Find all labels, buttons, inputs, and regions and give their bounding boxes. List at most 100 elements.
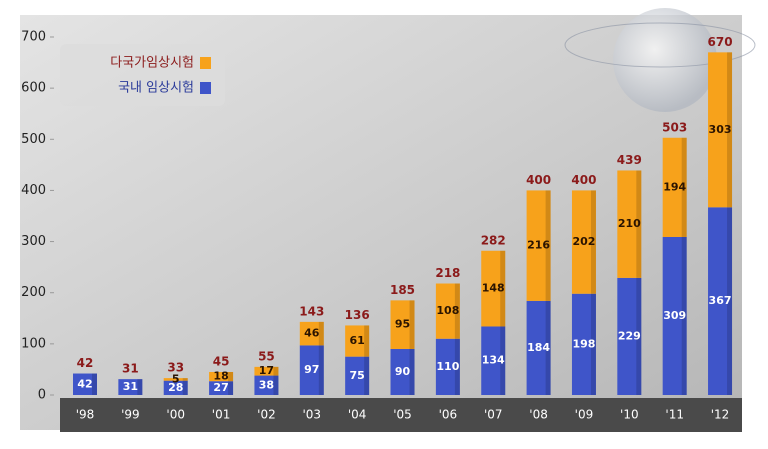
y-tick-label: 600 <box>21 81 46 96</box>
y-tick-label: 300 <box>21 234 46 249</box>
value-label: 309 <box>663 309 686 322</box>
bar-shade <box>228 381 234 395</box>
total-label: 400 <box>571 173 596 187</box>
value-label: 75 <box>350 369 365 382</box>
globe-decoration <box>613 8 717 112</box>
value-label: 31 <box>123 380 138 393</box>
x-tick-label: '06 <box>439 408 458 422</box>
bar-segment <box>390 348 415 395</box>
y-tick-label: 500 <box>21 132 46 147</box>
x-tick-label: '02 <box>257 408 276 422</box>
bar-shade <box>545 300 551 395</box>
x-tick-label: '08 <box>529 408 548 422</box>
total-label: 55 <box>258 349 275 363</box>
value-label: 198 <box>572 337 595 350</box>
x-tick-label: '09 <box>575 408 594 422</box>
legend-box <box>60 44 225 106</box>
value-label: 148 <box>482 282 505 295</box>
bar-shade <box>590 190 596 294</box>
bar-shade <box>273 366 279 376</box>
bar-shade <box>364 325 370 357</box>
value-label: 61 <box>350 334 365 347</box>
bar-shade <box>681 137 687 237</box>
total-label: 282 <box>481 233 506 247</box>
value-label: 17 <box>259 364 274 377</box>
bar-segment <box>617 277 642 395</box>
bar-segment <box>708 52 733 208</box>
bar-segment <box>254 366 279 376</box>
value-label: 303 <box>709 123 732 136</box>
x-tick-label: '03 <box>303 408 322 422</box>
total-label: 136 <box>345 308 370 322</box>
value-label: 95 <box>395 318 410 331</box>
legend-label: 다국가임상시험 <box>110 56 194 71</box>
bar-segment <box>435 283 460 339</box>
value-label: 97 <box>304 363 319 376</box>
x-tick-label: '12 <box>711 408 730 422</box>
bar-shade <box>137 379 143 395</box>
value-label: 210 <box>618 217 641 230</box>
bar-shade <box>636 170 642 278</box>
total-label: 42 <box>77 356 94 370</box>
bar-segment <box>209 371 234 382</box>
legend-label: 국내 임상시험 <box>118 81 194 96</box>
total-label: 31 <box>122 362 139 376</box>
value-label: 18 <box>213 370 228 383</box>
bar-segment <box>163 380 188 395</box>
value-label: 184 <box>527 341 550 354</box>
value-label: 42 <box>77 377 92 390</box>
bar-segment <box>254 375 279 395</box>
bar-shade <box>590 293 596 395</box>
y-tick-label: 700 <box>21 30 46 45</box>
x-tick-label: '04 <box>348 408 367 422</box>
value-label: 216 <box>527 239 550 252</box>
bar-shade <box>318 345 324 395</box>
bar-segment <box>526 190 551 301</box>
category-band <box>60 398 742 432</box>
total-label: 185 <box>390 283 415 297</box>
x-tick-label: '01 <box>212 408 231 422</box>
value-label: 108 <box>436 304 459 317</box>
bar-segment <box>163 378 188 381</box>
value-label: 367 <box>709 294 732 307</box>
bar-segment <box>481 250 506 327</box>
bar-segment <box>299 345 324 395</box>
orbit-decoration <box>564 22 756 68</box>
bar-segment <box>118 379 143 395</box>
bar-segment <box>390 300 415 349</box>
bar-segment <box>345 325 370 357</box>
value-label: 28 <box>168 381 183 394</box>
bar-shade <box>92 373 97 395</box>
bar-shade <box>364 356 370 395</box>
bar-segment <box>708 207 733 395</box>
bar-segment <box>662 236 687 395</box>
bar-shade <box>182 380 188 395</box>
bar-segment <box>345 356 370 395</box>
y-tick-label: 100 <box>21 336 46 351</box>
bar-segment <box>526 300 551 395</box>
bar-shade <box>681 236 687 395</box>
bar-shade <box>454 338 460 395</box>
bar-segment <box>662 137 687 237</box>
bar-segment <box>209 381 234 395</box>
bar-shade <box>727 207 733 395</box>
bar-segment <box>617 170 642 278</box>
y-tick-label: 400 <box>21 183 46 198</box>
x-tick-label: '07 <box>484 408 503 422</box>
value-label: 27 <box>213 381 228 394</box>
bar-shade <box>636 277 642 395</box>
value-label: 46 <box>304 327 320 340</box>
bar-shade <box>273 375 279 395</box>
bar-shade <box>182 378 188 381</box>
value-label: 202 <box>572 235 595 248</box>
x-tick-label: '99 <box>121 408 140 422</box>
x-tick-label: '11 <box>665 408 684 422</box>
bar-shade <box>318 321 324 346</box>
total-label: 503 <box>662 120 687 134</box>
total-label: 439 <box>617 153 642 167</box>
x-tick-label: '10 <box>620 408 639 422</box>
bar-segment <box>571 190 596 294</box>
total-label: 33 <box>167 361 184 375</box>
bar-shade <box>727 52 733 208</box>
